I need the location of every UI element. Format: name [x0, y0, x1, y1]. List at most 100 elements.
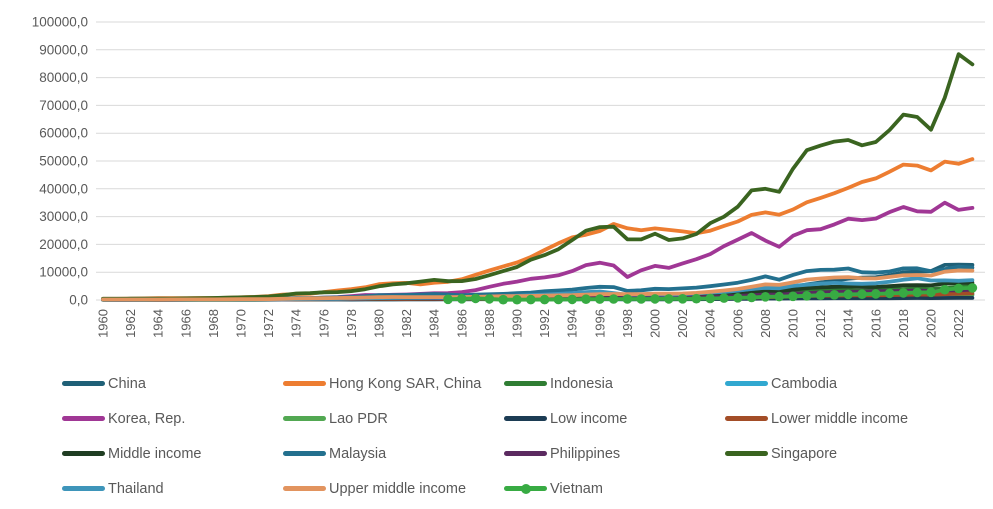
series-marker-vietnam [636, 294, 646, 304]
x-axis-label: 2020 [924, 309, 939, 338]
x-axis-label: 1978 [344, 309, 359, 338]
x-axis-label: 2000 [648, 309, 663, 338]
legend-label-malaysia: Malaysia [329, 445, 387, 462]
x-axis-label: 1990 [510, 309, 525, 338]
legend-label-low-income: Low income [550, 410, 628, 427]
x-axis-label: 1964 [151, 309, 166, 338]
legend-item-singapore: Singapore [725, 446, 946, 462]
legend-item-philippines: Philippines [504, 446, 725, 462]
x-axis-label: 1970 [234, 309, 249, 338]
series-marker-vietnam [705, 293, 715, 304]
series-marker-vietnam [581, 294, 591, 305]
legend-label-cambodia: Cambodia [771, 375, 838, 392]
legend-swatch-hong-kong-sar-china [283, 381, 326, 386]
x-axis-label: 1974 [289, 309, 304, 338]
series-marker-vietnam [622, 294, 633, 304]
series-marker-vietnam [926, 287, 936, 298]
x-axis-label: 1994 [565, 309, 580, 338]
series-marker-vietnam [912, 287, 922, 298]
x-axis-label: 1980 [372, 309, 387, 338]
legend-swatch-philippines [504, 451, 547, 456]
y-axis-label: 0,0 [69, 293, 88, 308]
x-axis-label: 2010 [786, 309, 801, 338]
legend-item-indonesia: Indonesia [504, 376, 725, 392]
legend-marker-dot-vietnam [520, 483, 531, 494]
x-axis-label: 2006 [730, 309, 745, 338]
y-axis-label: 80000,0 [39, 70, 88, 85]
series-line-upper-middle-income [101, 268, 975, 302]
y-axis-label: 40000,0 [39, 181, 88, 196]
series-marker-vietnam [595, 294, 605, 304]
legend-swatch-indonesia [504, 381, 547, 386]
legend-item-thailand: Thailand [62, 481, 283, 497]
x-axis-label: 2018 [896, 309, 911, 338]
series-marker-vietnam [677, 294, 688, 304]
legend-swatch-upper-middle-income [283, 486, 326, 491]
y-axis-label: 90000,0 [39, 42, 88, 57]
legend-label-indonesia: Indonesia [550, 375, 613, 392]
legend-label-thailand: Thailand [108, 480, 164, 497]
series-marker-vietnam [443, 294, 453, 305]
series-marker-vietnam [498, 294, 509, 305]
y-axis-label: 70000,0 [39, 98, 88, 113]
series-marker-vietnam [746, 292, 757, 303]
series-marker-vietnam [526, 294, 536, 305]
y-axis-label: 60000,0 [39, 126, 88, 141]
series-marker-vietnam [484, 294, 495, 304]
x-axis-label: 2012 [813, 309, 828, 338]
x-axis-label: 1966 [178, 309, 193, 338]
legend-item-china: China [62, 376, 283, 392]
chart-container: 0,0 10000,0 20000,0 30000,0 40000,0 50000,0 60… [32, 15, 985, 338]
series-marker-vietnam [898, 288, 909, 298]
x-axis-label: 1998 [620, 309, 635, 338]
series-marker-vietnam [967, 283, 978, 293]
series-marker-vietnam [457, 294, 467, 304]
series-marker-vietnam [470, 293, 481, 304]
y-axis-label: 20000,0 [39, 237, 88, 252]
legend-item-vietnam: Vietnam [504, 481, 725, 497]
legend-swatch-vietnam [504, 483, 547, 494]
legend-swatch-low-income [504, 416, 547, 421]
x-axis-label: 1984 [427, 309, 442, 338]
series-marker-vietnam [829, 290, 840, 300]
legend-label-singapore: Singapore [771, 445, 838, 462]
x-axis-label: 1988 [482, 309, 497, 338]
legend-swatch-china [62, 381, 105, 386]
series-marker-vietnam [608, 294, 619, 304]
x-axis-label: 1972 [261, 309, 276, 338]
chart-legend: China Hong Kong SAR, China Indonesia Cambod… [62, 366, 946, 506]
series-marker-vietnam [884, 288, 895, 299]
legend-item-korea-rep: Korea, Rep. [62, 411, 283, 427]
legend-swatch-thailand [62, 486, 105, 491]
legend-label-middle-income: Middle income [108, 445, 202, 462]
x-axis-label: 2022 [951, 309, 966, 338]
legend-label-lower-middle-income: Lower middle income [771, 410, 909, 427]
series-marker-vietnam [760, 292, 771, 302]
x-axis-label: 1960 [96, 309, 111, 338]
legend-label-korea-rep: Korea, Rep. [108, 410, 186, 427]
x-axis-label: 2004 [703, 309, 718, 338]
series-marker-vietnam [843, 289, 853, 300]
series-marker-vietnam [871, 289, 881, 299]
series-marker-vietnam [802, 291, 812, 301]
series-marker-vietnam [512, 294, 522, 305]
series-marker-vietnam [567, 294, 577, 305]
x-axis-label: 1968 [206, 309, 221, 338]
legend-item-hong-kong-sar-china: Hong Kong SAR, China [283, 376, 504, 392]
series-marker-vietnam [940, 284, 950, 295]
y-axis-label: 30000,0 [39, 209, 88, 224]
y-axis-label: 50000,0 [39, 154, 88, 169]
series-marker-vietnam [650, 294, 660, 304]
series-marker-vietnam [953, 283, 964, 294]
legend-item-lower-middle-income: Lower middle income [725, 411, 946, 427]
legend-label-hong-kong-sar-china: Hong Kong SAR, China [329, 375, 482, 392]
legend-label-upper-middle-income: Upper middle income [329, 480, 467, 497]
legend-item-upper-middle-income: Upper middle income [283, 481, 504, 497]
legend-swatch-lower-middle-income [725, 416, 768, 421]
legend-item-middle-income: Middle income [62, 446, 283, 462]
series-marker-vietnam [788, 291, 798, 302]
legend-label-lao-pdr: Lao PDR [329, 410, 388, 427]
series-marker-vietnam [857, 289, 867, 300]
x-axis-label: 2014 [841, 309, 856, 338]
legend-swatch-lao-pdr [283, 416, 326, 421]
